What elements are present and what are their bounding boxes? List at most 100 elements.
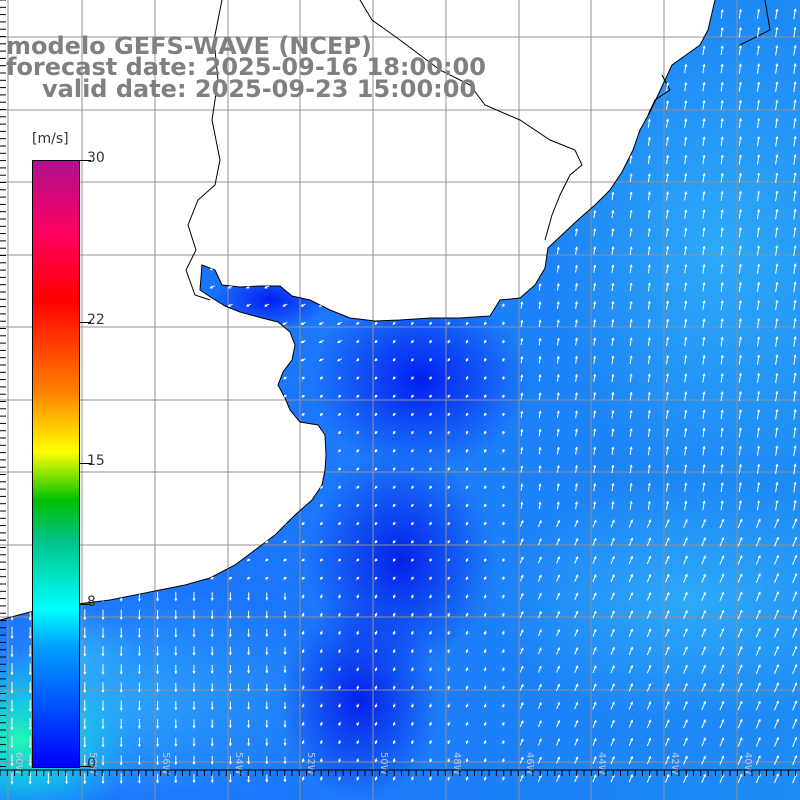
wind-arrow [64, 773, 69, 785]
wind-arrow [264, 558, 269, 562]
wind-arrow [720, 445, 724, 456]
wind-arrow [775, 281, 779, 293]
wind-arrow [737, 737, 743, 747]
wind-arrow [519, 556, 524, 564]
wind-arrow [793, 354, 797, 366]
wind-arrow [119, 718, 123, 730]
wind-arrow [574, 556, 579, 564]
wind-arrow [192, 683, 196, 693]
wind-arrow [28, 681, 32, 694]
wind-arrow [701, 537, 706, 547]
wind-arrow [755, 627, 761, 638]
wind-arrow [465, 612, 469, 617]
wind-arrow [592, 701, 597, 710]
wind-arrow [210, 701, 214, 711]
wind-arrow [738, 227, 742, 238]
wind-arrow [647, 391, 651, 401]
wind-arrow [483, 685, 487, 690]
wind-arrow [592, 683, 597, 692]
wind-arrow [301, 667, 305, 672]
wind-arrow [719, 609, 725, 620]
wind-arrow [283, 558, 287, 562]
wind-arrow [392, 540, 396, 544]
wind-arrow [646, 573, 652, 583]
wind-arrow [392, 703, 396, 708]
wind-arrow [374, 321, 378, 326]
wind-arrow [465, 685, 469, 690]
wind-arrow [502, 576, 506, 581]
wind-arrow [701, 700, 706, 711]
wind-arrow [665, 591, 670, 601]
wind-arrow [646, 646, 652, 656]
wind-arrow [720, 45, 724, 56]
wind-arrow [647, 172, 651, 183]
wind-arrow [665, 245, 670, 256]
wind-arrow [264, 576, 269, 580]
wind-arrow [338, 703, 342, 708]
wind-arrow [737, 755, 743, 765]
wind-arrow [755, 645, 761, 656]
wind-arrow [465, 739, 469, 745]
wind-arrow [392, 758, 396, 763]
wind-arrow [683, 555, 688, 565]
wind-arrow [501, 630, 506, 636]
wind-arrow [702, 118, 706, 128]
wind-arrow [665, 100, 670, 110]
wind-arrow [719, 737, 725, 747]
wind-arrow [502, 394, 506, 399]
wind-arrow [410, 321, 415, 326]
wind-arrow [246, 558, 251, 562]
wind-arrow [465, 721, 469, 727]
wind-arrow [793, 372, 797, 384]
wind-arrow [628, 719, 633, 728]
wind-arrow [519, 574, 524, 582]
wind-arrow [502, 558, 506, 563]
wind-arrow [719, 518, 725, 529]
wind-arrow [647, 409, 651, 419]
wind-arrow [574, 519, 579, 528]
wind-arrow [665, 409, 670, 419]
wind-arrow [28, 627, 32, 640]
wind-arrow [647, 154, 651, 164]
wind-arrow [702, 245, 706, 256]
wind-arrow [374, 449, 378, 453]
wind-arrow [574, 446, 579, 455]
wind-arrow [283, 592, 287, 601]
wind-arrow [574, 319, 579, 328]
wind-arrow [429, 449, 433, 453]
wind-arrow [301, 758, 305, 763]
wind-arrow [738, 172, 742, 183]
wind-arrow [447, 648, 451, 654]
wind-arrow [538, 501, 542, 510]
wind-arrow [684, 336, 688, 347]
wind-arrow [738, 318, 742, 329]
wind-arrow [137, 628, 142, 639]
wind-arrow [683, 591, 688, 601]
wind-arrow [520, 428, 524, 437]
wind-arrow [738, 336, 742, 347]
wind-arrow [556, 300, 560, 309]
wind-arrow [665, 737, 670, 747]
colorbar-tick-mark [79, 604, 91, 605]
wind-arrow [556, 319, 560, 328]
wind-arrow [574, 428, 579, 437]
wind-arrow [775, 481, 779, 493]
wind-arrow [720, 500, 724, 511]
wind-arrow [629, 245, 633, 255]
wind-arrow [392, 467, 396, 471]
wind-arrow [374, 721, 378, 727]
wind-arrow [592, 756, 597, 765]
wind-arrow [484, 357, 488, 362]
wind-arrow [265, 610, 269, 619]
wind-arrow [592, 228, 597, 237]
wind-arrow [792, 736, 798, 747]
wind-arrow [465, 521, 469, 526]
wind-arrow [792, 572, 798, 584]
wind-arrow [283, 540, 287, 544]
wind-arrow [301, 558, 305, 562]
wind-arrow [283, 611, 287, 619]
wind-arrow [556, 647, 560, 655]
wind-arrow [629, 264, 633, 273]
wind-arrow [592, 537, 597, 546]
wind-arrow [301, 576, 305, 580]
